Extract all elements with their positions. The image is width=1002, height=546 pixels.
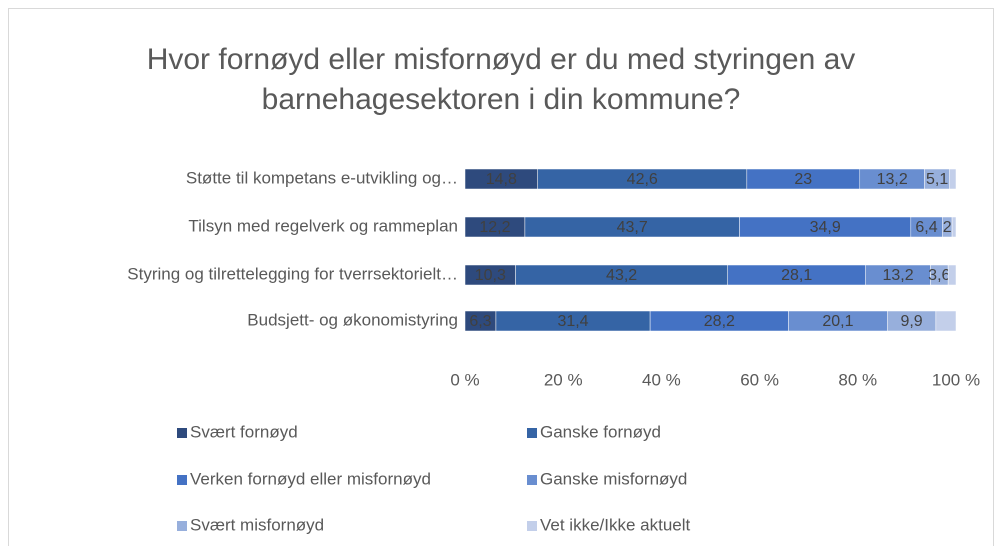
legend-label: Verken fornøyd eller misfornøyd xyxy=(190,469,431,488)
data-label: 28,1 xyxy=(781,267,812,284)
legend-label: Vet ikke/Ikke aktuelt xyxy=(540,515,691,534)
legend-swatch xyxy=(177,475,187,485)
data-label: 5,1 xyxy=(926,171,948,188)
legend-swatch xyxy=(177,521,187,531)
legend-swatch xyxy=(177,428,187,438)
bar-segment xyxy=(935,310,957,332)
x-tick-label: 20 % xyxy=(544,370,583,389)
data-label: 13,2 xyxy=(882,267,913,284)
data-label: 43,7 xyxy=(617,219,648,236)
x-tick-label: 60 % xyxy=(740,370,779,389)
data-label: 6,3 xyxy=(469,313,491,330)
legend-label: Ganske misfornøyd xyxy=(540,469,687,488)
data-label: 2 xyxy=(943,219,952,236)
data-label: 31,4 xyxy=(557,313,588,330)
data-label: 12,2 xyxy=(479,219,510,236)
legend-swatch xyxy=(527,428,537,438)
data-label: 34,9 xyxy=(810,219,841,236)
x-tick-label: 0 % xyxy=(450,370,479,389)
y-tick-label: Styring og tilrettelegging for tverrsekt… xyxy=(127,264,458,283)
y-tick-label: Tilsyn med regelverk og rammeplan xyxy=(188,216,458,235)
y-tick-label: Støtte til kompetans e-utvikling og… xyxy=(186,168,458,187)
data-label: 9,9 xyxy=(900,313,922,330)
data-label: 3,6 xyxy=(928,267,950,284)
x-tick-label: 40 % xyxy=(642,370,681,389)
data-label: 6,4 xyxy=(915,219,937,236)
legend-swatch xyxy=(527,521,537,531)
legend-label: Ganske fornøyd xyxy=(540,422,661,441)
legend-label: Svært fornøyd xyxy=(190,422,298,441)
data-label: 20,1 xyxy=(822,313,853,330)
data-label: 43,2 xyxy=(606,267,637,284)
legend-label: Svært misfornøyd xyxy=(190,515,324,534)
x-tick-label: 80 % xyxy=(838,370,877,389)
x-tick-label: 100 % xyxy=(932,370,980,389)
bar-segment xyxy=(951,216,957,238)
data-label: 23 xyxy=(794,171,812,188)
y-tick-label: Budsjett- og økonomistyring xyxy=(247,310,458,329)
data-label: 28,2 xyxy=(704,313,735,330)
chart-border xyxy=(8,8,994,546)
legend-swatch xyxy=(527,475,537,485)
data-label: 13,2 xyxy=(877,171,908,188)
data-label: 10,3 xyxy=(475,267,506,284)
data-label: 14,8 xyxy=(486,171,517,188)
bar-segment xyxy=(947,264,957,286)
bar-segment xyxy=(949,168,957,190)
chart-title: Hvor fornøyd eller misfornøyd er du med … xyxy=(146,43,856,116)
data-label: 42,6 xyxy=(627,171,658,188)
